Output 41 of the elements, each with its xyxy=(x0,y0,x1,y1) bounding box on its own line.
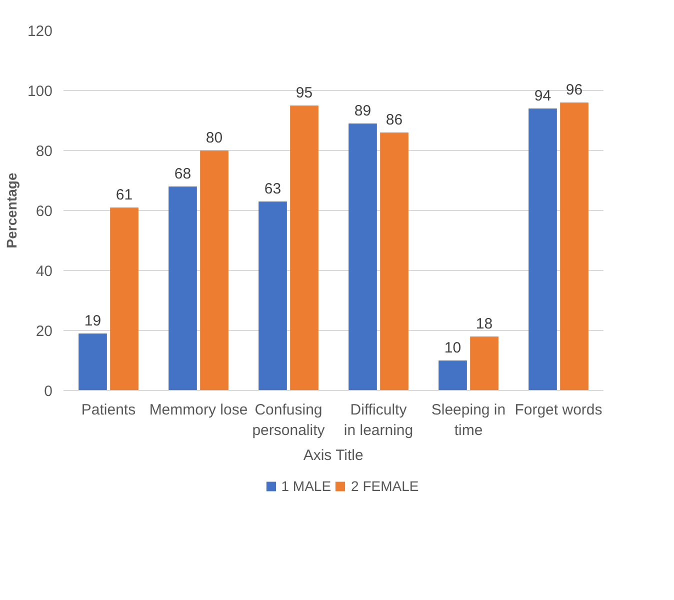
y-tick-label: 100 xyxy=(27,83,53,100)
data-label: 10 xyxy=(444,340,462,356)
x-tick-label: Patients xyxy=(81,402,136,418)
x-axis-title: Axis Title xyxy=(303,446,364,464)
data-label: 68 xyxy=(174,166,192,182)
x-tick-label: Confusing personality xyxy=(252,402,326,439)
bar xyxy=(290,106,318,390)
bar xyxy=(258,202,287,390)
data-label: 94 xyxy=(534,88,552,104)
y-axis-title: Percentage xyxy=(3,172,20,248)
bar xyxy=(528,108,557,390)
y-tick-label: 120 xyxy=(27,23,53,40)
x-tick-label: Forget words xyxy=(514,402,602,418)
x-tick-label: Memmory lose xyxy=(149,402,248,418)
y-tick-label: 20 xyxy=(36,323,53,340)
legend-label: 2 FEMALE xyxy=(351,478,419,494)
bar xyxy=(438,360,467,390)
y-tick-label: 60 xyxy=(36,203,53,220)
bar xyxy=(168,186,197,390)
data-label: 18 xyxy=(476,316,493,332)
data-label: 95 xyxy=(296,84,313,102)
bar xyxy=(348,124,377,390)
bar xyxy=(380,132,408,390)
bar xyxy=(200,150,228,390)
bar xyxy=(110,208,138,390)
data-label: 89 xyxy=(354,102,372,120)
bar xyxy=(470,336,498,390)
legend-label: 1 MALE xyxy=(281,478,332,494)
x-tick-label: Sleeping in time xyxy=(431,402,506,439)
bar xyxy=(78,334,107,390)
y-tick-label: 0 xyxy=(44,383,52,400)
data-label: 86 xyxy=(386,112,403,128)
x-tick-label: Difficulty in learning xyxy=(344,402,414,439)
data-label: 19 xyxy=(84,312,102,330)
data-label: 63 xyxy=(264,180,282,198)
data-label: 61 xyxy=(116,186,133,204)
y-tick-label: 80 xyxy=(36,143,53,160)
bar xyxy=(560,102,588,390)
y-tick-label: 40 xyxy=(36,263,53,280)
data-label: 96 xyxy=(566,82,583,98)
data-label: 80 xyxy=(206,130,223,146)
